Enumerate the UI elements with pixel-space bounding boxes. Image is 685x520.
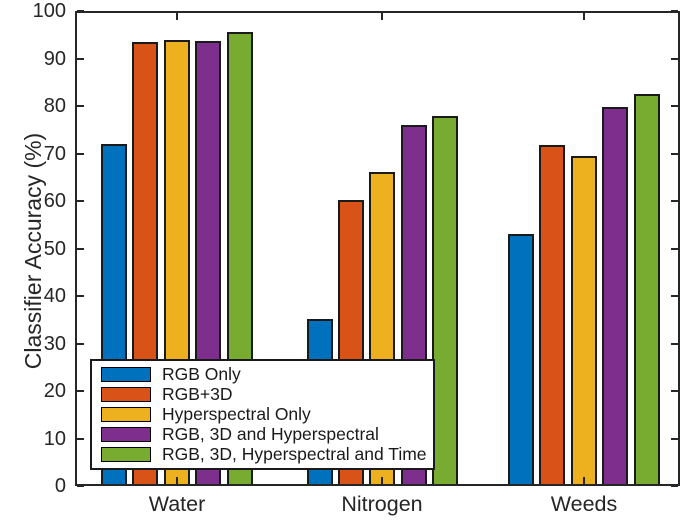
y-tick-left-40 [77, 295, 84, 297]
bar-nitrogen-rgb-3d-hyperspectral-and-time [432, 116, 459, 484]
y-tick-label-0: 0 [54, 475, 66, 497]
y-tick-left-10 [77, 438, 84, 440]
legend-swatch-icon [101, 427, 151, 443]
y-tick-right-0 [671, 485, 678, 487]
plot-area: RGB Only RGB+3D Hyperspectral Only RGB, 3D … [75, 10, 680, 487]
y-tick-label-20: 20 [43, 380, 66, 402]
y-tick-left-60 [77, 200, 84, 202]
legend-item-label: RGB+3D [162, 383, 233, 404]
y-tick-right-50 [671, 248, 678, 250]
y-tick-label-40: 40 [43, 285, 66, 307]
bar-weeds-rgb-3d-and-hyperspectral [602, 107, 629, 484]
y-tick-label-60: 60 [43, 190, 66, 212]
y-tick-left-0 [77, 485, 84, 487]
y-tick-right-100 [671, 10, 678, 12]
x-category-label-nitrogen: Nitrogen [341, 492, 423, 516]
legend-item-label: RGB, 3D, Hyperspectral and Time [162, 444, 427, 465]
y-tick-right-60 [671, 200, 678, 202]
y-tick-right-20 [671, 390, 678, 392]
legend-swatch-icon [101, 406, 151, 422]
y-tick-left-30 [77, 343, 84, 345]
y-tick-left-20 [77, 390, 84, 392]
y-tick-right-70 [671, 153, 678, 155]
y-tick-label-100: 100 [32, 0, 66, 22]
y-tick-label-50: 50 [43, 238, 66, 260]
y-tick-right-90 [671, 58, 678, 60]
x-tick-bottom-weeds [583, 477, 585, 484]
bar-weeds-hyperspectral-only [570, 156, 597, 484]
legend-item: RGB Only [92, 364, 433, 384]
y-tick-right-40 [671, 295, 678, 297]
legend-swatch-icon [101, 447, 151, 463]
y-tick-label-10: 10 [43, 428, 66, 450]
bar-group-weeds [508, 94, 660, 484]
legend-item: RGB, 3D, Hyperspectral and Time [92, 444, 433, 465]
legend-item-label: Hyperspectral Only [162, 403, 311, 424]
y-tick-label-80: 80 [43, 95, 66, 117]
y-tick-right-80 [671, 105, 678, 107]
y-tick-right-10 [671, 438, 678, 440]
legend-item-label: RGB, 3D and Hyperspectral [162, 424, 379, 445]
y-tick-right-30 [671, 343, 678, 345]
legend-swatch-icon [101, 386, 151, 402]
x-tick-bottom-nitrogen [381, 477, 383, 484]
x-tick-top-water [176, 13, 178, 20]
y-tick-left-70 [77, 153, 84, 155]
legend-swatch-icon [101, 366, 151, 382]
y-tick-left-50 [77, 248, 84, 250]
legend-item: RGB, 3D and Hyperspectral [92, 424, 433, 445]
x-tick-top-nitrogen [381, 13, 383, 20]
y-tick-label-70: 70 [43, 143, 66, 165]
legend-item-label: RGB Only [162, 363, 241, 384]
bar-weeds-rgb-only [508, 234, 534, 484]
legend: RGB Only RGB+3D Hyperspectral Only RGB, 3D … [90, 359, 435, 470]
legend-item: RGB+3D [92, 384, 433, 404]
y-tick-left-80 [77, 105, 84, 107]
x-tick-top-weeds [583, 13, 585, 20]
y-tick-label-30: 30 [43, 333, 66, 355]
x-category-label-weeds: Weeds [550, 492, 618, 516]
bar-weeds-rgb-3d-hyperspectral-and-time [633, 94, 660, 484]
x-category-label-water: Water [148, 492, 206, 516]
y-tick-left-90 [77, 58, 84, 60]
y-tick-label-90: 90 [43, 48, 66, 70]
legend-item: Hyperspectral Only [92, 404, 433, 424]
bar-weeds-rgb-3d [539, 145, 566, 484]
x-tick-bottom-water [176, 477, 178, 484]
y-tick-left-100 [77, 10, 84, 12]
